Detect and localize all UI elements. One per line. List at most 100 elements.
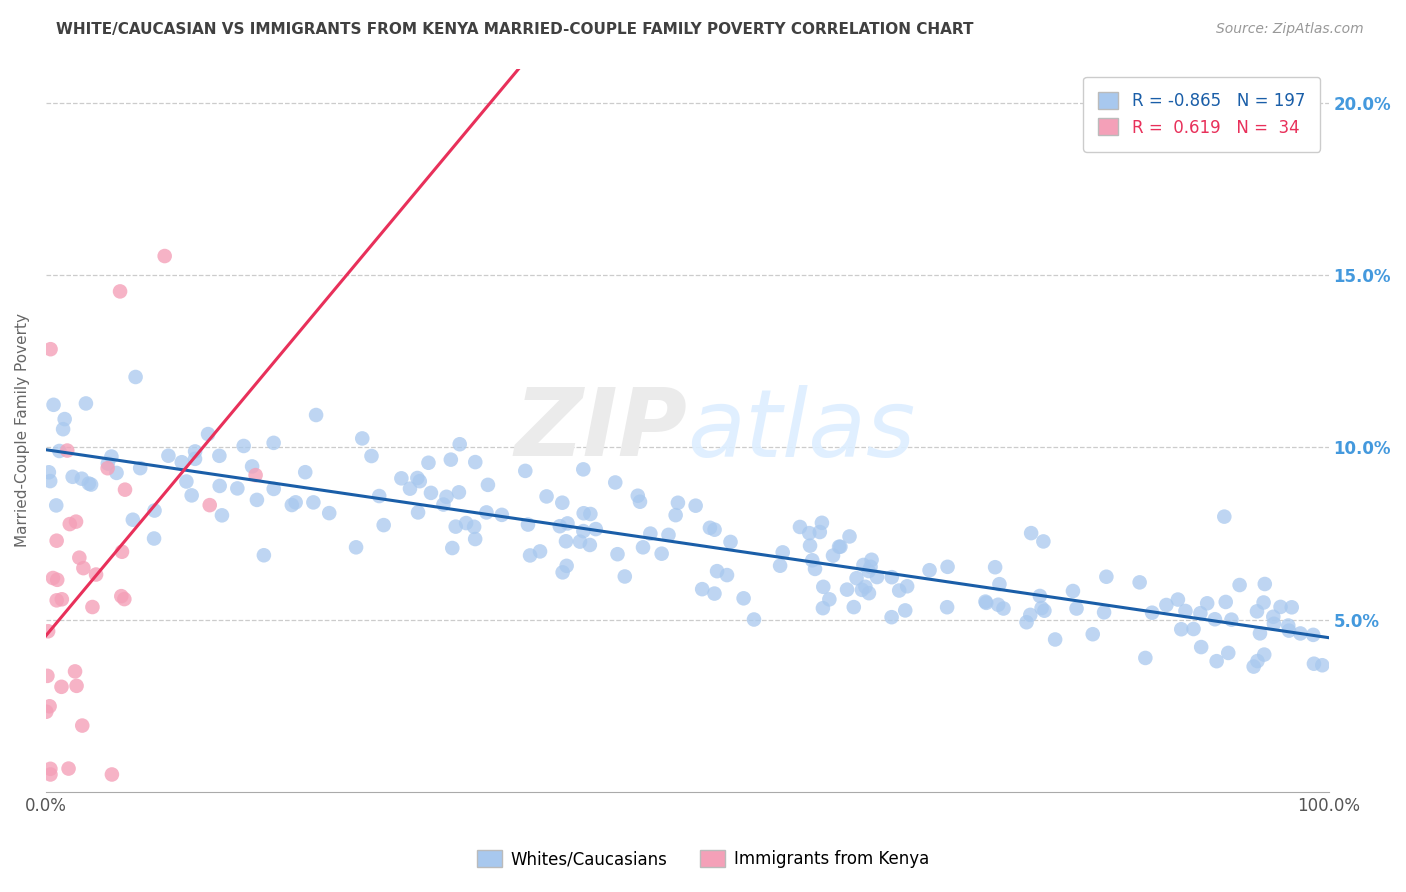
Point	[557, 516, 579, 531]
Point	[35, 705, 58, 719]
Point	[245, 468, 267, 483]
Point	[859, 559, 882, 574]
Point	[464, 532, 486, 546]
Point	[344, 541, 367, 555]
Point	[1033, 604, 1056, 618]
Point	[1229, 578, 1251, 592]
Point	[39, 762, 62, 776]
Point	[110, 589, 132, 603]
Point	[65, 515, 87, 529]
Point	[70, 472, 93, 486]
Point	[1043, 632, 1066, 647]
Point	[845, 571, 868, 585]
Point	[889, 583, 911, 598]
Point	[918, 563, 941, 577]
Point	[65, 679, 87, 693]
Point	[491, 508, 513, 522]
Point	[613, 569, 636, 583]
Point	[1215, 595, 1237, 609]
Point	[987, 598, 1010, 612]
Point	[974, 596, 997, 610]
Point	[45, 533, 67, 548]
Point	[799, 526, 821, 541]
Point	[45, 499, 67, 513]
Point	[399, 482, 422, 496]
Point	[936, 559, 959, 574]
Point	[628, 494, 651, 508]
Text: atlas: atlas	[688, 384, 915, 475]
Point	[240, 459, 263, 474]
Point	[294, 465, 316, 479]
Point	[447, 485, 470, 500]
Point	[1277, 618, 1299, 632]
Point	[818, 592, 841, 607]
Point	[703, 523, 725, 537]
Point	[799, 539, 821, 553]
Point	[1167, 592, 1189, 607]
Point	[108, 285, 131, 299]
Point	[880, 570, 903, 584]
Point	[318, 506, 340, 520]
Point	[804, 562, 827, 576]
Point	[124, 370, 146, 384]
Point	[1189, 640, 1212, 654]
Point	[657, 528, 679, 542]
Point	[72, 718, 94, 732]
Point	[51, 592, 73, 607]
Point	[1156, 598, 1178, 612]
Point	[801, 553, 824, 567]
Point	[1092, 605, 1115, 619]
Point	[1302, 628, 1324, 642]
Point	[208, 449, 231, 463]
Point	[1015, 615, 1038, 630]
Point	[1249, 626, 1271, 640]
Point	[62, 470, 84, 484]
Point	[176, 475, 198, 489]
Point	[585, 522, 607, 536]
Point	[993, 601, 1015, 615]
Point	[1019, 607, 1042, 622]
Point	[1263, 616, 1285, 631]
Legend: R = -0.865   N = 197, R =  0.619   N =  34: R = -0.865 N = 197, R = 0.619 N = 34	[1084, 77, 1320, 152]
Point	[772, 545, 794, 559]
Point	[284, 495, 307, 509]
Point	[860, 553, 883, 567]
Point	[1253, 595, 1275, 609]
Point	[536, 490, 558, 504]
Point	[821, 549, 844, 563]
Point	[569, 534, 592, 549]
Point	[1246, 654, 1268, 668]
Point	[842, 600, 865, 615]
Point	[789, 520, 811, 534]
Point	[37, 624, 59, 639]
Point	[515, 464, 537, 478]
Point	[579, 538, 602, 552]
Point	[475, 505, 498, 519]
Point	[606, 547, 628, 561]
Point	[436, 490, 458, 504]
Point	[551, 496, 574, 510]
Point	[197, 427, 219, 442]
Point	[640, 526, 662, 541]
Point	[690, 582, 713, 596]
Point	[63, 665, 86, 679]
Point	[105, 466, 128, 480]
Point	[828, 540, 851, 554]
Point	[406, 471, 429, 485]
Point	[184, 451, 207, 466]
Point	[84, 567, 107, 582]
Point	[811, 601, 834, 615]
Point	[39, 342, 62, 356]
Point	[1170, 622, 1192, 636]
Point	[80, 477, 103, 491]
Point	[373, 518, 395, 533]
Point	[631, 541, 654, 555]
Point	[1140, 606, 1163, 620]
Point	[477, 478, 499, 492]
Point	[703, 586, 725, 600]
Text: WHITE/CAUCASIAN VS IMMIGRANTS FROM KENYA MARRIED-COUPLE FAMILY POVERTY CORRELATI: WHITE/CAUCASIAN VS IMMIGRANTS FROM KENYA…	[56, 22, 974, 37]
Point	[1197, 596, 1219, 610]
Point	[208, 479, 231, 493]
Point	[1204, 612, 1226, 626]
Text: Source: ZipAtlas.com: Source: ZipAtlas.com	[1216, 22, 1364, 37]
